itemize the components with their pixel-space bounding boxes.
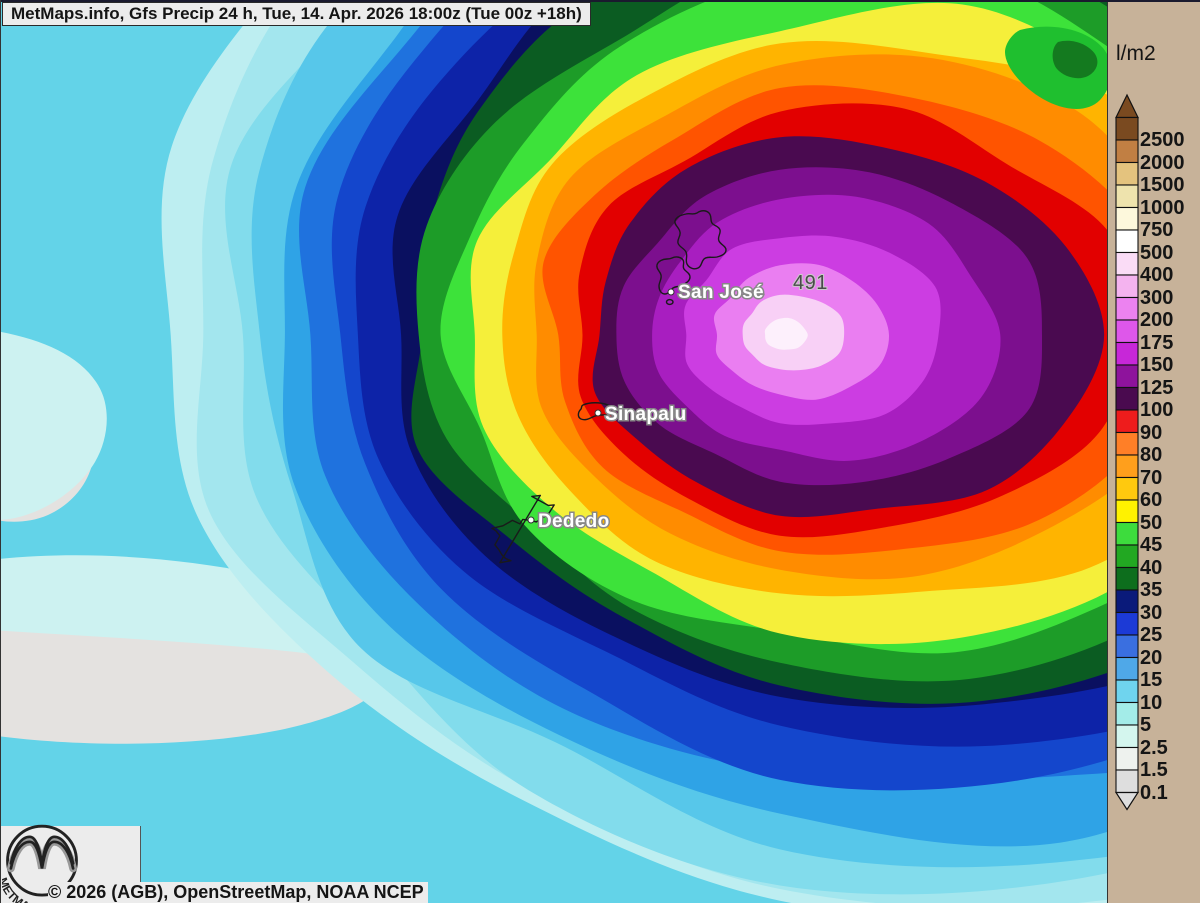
svg-text:San José: San José <box>678 282 764 303</box>
svg-text:Dededo: Dededo <box>538 511 609 532</box>
svg-text:Sinapalu: Sinapalu <box>605 404 687 425</box>
svg-text:491: 491 <box>793 272 828 294</box>
